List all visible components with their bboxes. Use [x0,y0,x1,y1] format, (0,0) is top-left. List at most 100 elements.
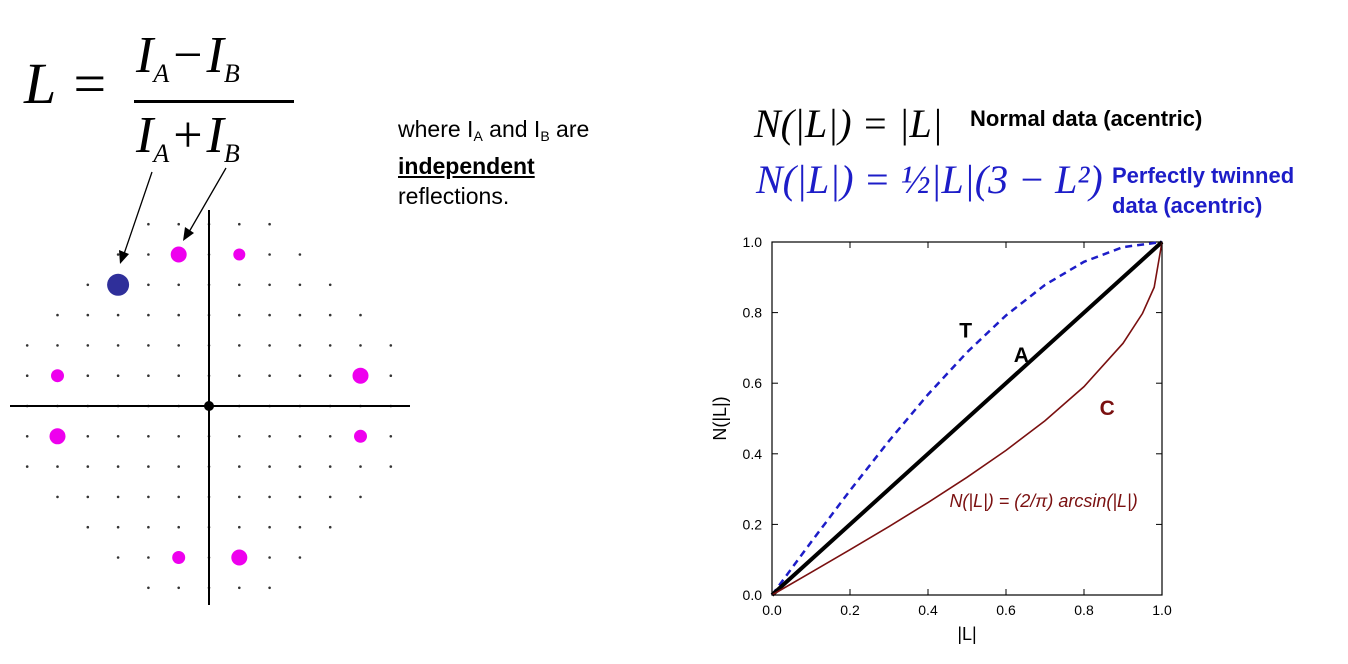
lattice-dot [328,374,332,377]
lattice-dot [147,465,150,468]
formula-normal: N(|L|) = |L| [754,101,943,146]
formula-twinned: N(|L|) = ½|L|(3 − L²) [756,157,1103,202]
x-tick-label: 0.6 [996,602,1016,618]
y-tick-label: 0.8 [743,305,763,321]
y-tick-label: 0.0 [743,587,763,603]
lattice-dot [177,374,180,377]
lattice-dot [116,525,120,529]
lattice-dot [177,525,180,529]
lattice-dot [147,435,150,438]
lattice-dot [147,313,150,317]
lattice-dot [56,465,59,468]
lattice-dot [116,374,120,377]
lattice-dot [238,495,241,499]
y-tick-label: 0.4 [743,446,763,462]
lattice-dot [25,435,29,438]
x-axis-label: |L| [957,624,976,644]
y-tick-label: 0.6 [743,375,763,391]
lattice-dot [298,495,302,499]
lattice-dot [268,313,271,317]
lattice-dot [268,222,271,226]
lattice-dot [359,313,362,317]
lattice-dot [147,253,150,256]
lattice-dot [268,465,271,468]
lattice-dot [389,465,393,468]
lattice-dot [328,344,332,347]
arrow-to-IB [188,167,227,233]
label-twinned-line1: Perfectly twinned [1112,163,1295,188]
formula-L-denominator: IA+IB [136,107,240,168]
magenta-spot [231,549,248,566]
lattice-dot [328,495,332,499]
magenta-spot [170,246,187,263]
series-T [770,240,1163,596]
lattice-dot [298,435,302,438]
lattice-dot [116,556,120,559]
lattice-dot [147,525,150,529]
lattice-dot [25,374,29,377]
x-tick-label: 0.0 [762,602,782,618]
lattice-dot [389,344,393,347]
independence-note-line3: reflections. [398,183,510,209]
lattice-dot [268,253,271,256]
lattice-dot [268,283,271,287]
label-normal-data: Normal data (acentric) [970,106,1203,131]
cumulative-distribution-chart: 0.0 0.2 0.4 0.6 0.8 1.0 0.0 0.2 0.4 0.6 0.8 1.0 T A C… [710,234,1172,644]
lattice-dot [147,344,150,347]
lattice-dot [56,344,59,347]
formula-L-numerator: IA−IB [136,27,240,88]
lattice-dot [116,313,120,317]
reciprocal-lattice-diagram [10,167,410,605]
lattice-dot [238,313,241,317]
lattice-dot [238,344,241,347]
magenta-spot [354,429,367,443]
lattice-dot [116,495,120,499]
lattice-dot [268,435,271,438]
y-tick-label: 0.2 [743,516,763,532]
lattice-dot [298,556,302,559]
lattice-dot [238,283,241,287]
lattice-dot [177,344,180,347]
lattice-dot [328,283,332,287]
curve-label-A: A [1014,344,1029,367]
lattice-dot [177,313,180,317]
lattice-dot [238,435,241,438]
lattice-dot [56,313,59,317]
lattice-dot [86,313,90,317]
label-twinned-data: Perfectly twinned data (acentric) [1112,161,1294,221]
series-C [771,241,1163,596]
x-tick-label: 1.0 [1152,602,1172,618]
lattice-dot [86,374,90,377]
lattice-dot [86,465,90,468]
lattice-dot [86,435,90,438]
magenta-spot [352,367,369,384]
chart-series [770,240,1164,597]
lattice-dot [298,313,302,317]
lattice-dot [86,495,90,499]
lattice-dot [177,435,180,438]
lattice-dot [86,344,90,347]
lattice-dot [238,465,241,468]
blue-spot [107,273,130,296]
curve-label-T: T [959,319,972,342]
lattice-dot [328,313,332,317]
lattice-dot [238,374,241,377]
lattice-dot [147,374,150,377]
lattice-dot [177,586,180,590]
lattice-dot [238,525,241,529]
lattice-dot [147,495,150,499]
lattice-dot [298,525,302,529]
magenta-spot [51,369,64,383]
plot-frame [771,241,1163,596]
lattice-dot [177,222,180,226]
lattice-dot [116,253,120,256]
fraction-bar [134,100,294,103]
lattice-dot [298,283,302,287]
lattice-dot [268,556,271,559]
lattice-dot [328,525,332,529]
lattice-dot [56,495,59,499]
lattice-dot [389,374,393,377]
curve-label-C: C [1100,397,1115,420]
lattice-dot [359,495,362,499]
chart-ticks: 0.0 0.2 0.4 0.6 0.8 1.0 0.0 0.2 0.4 0.6 0.8 1.0 [743,234,1172,618]
